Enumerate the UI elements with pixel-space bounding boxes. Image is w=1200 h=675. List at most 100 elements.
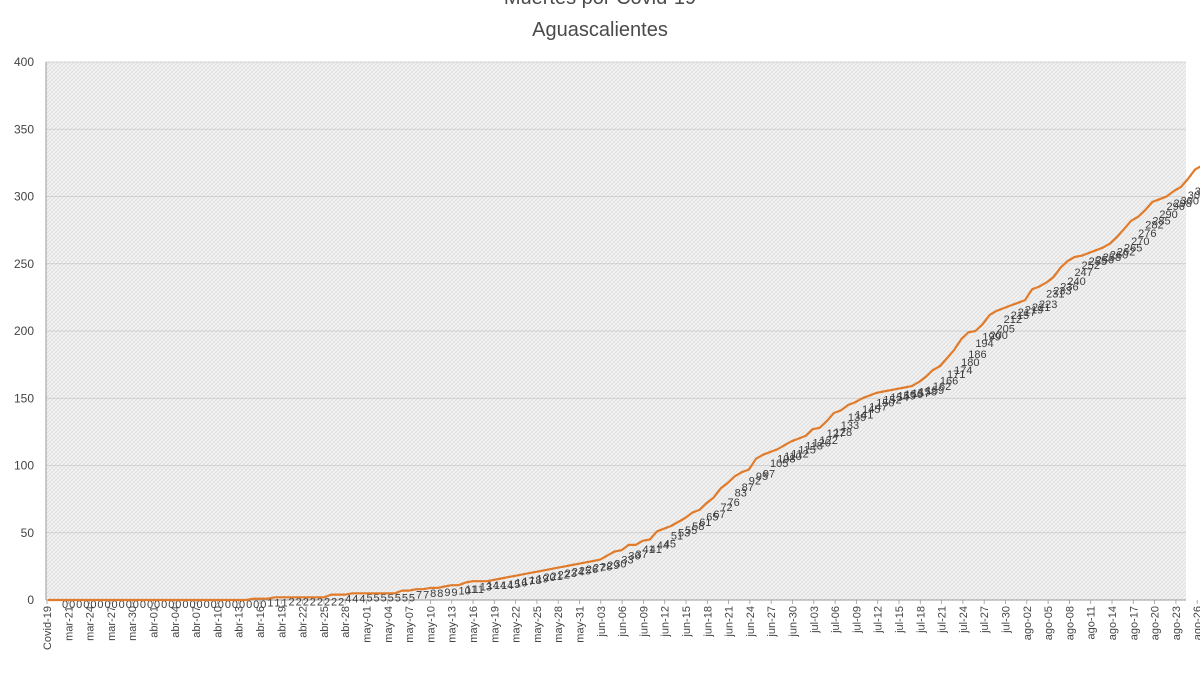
x-tick-label: jul-12 [873, 606, 885, 634]
x-tick-label: ago-02 [1022, 606, 1034, 640]
data-label: 0 [112, 599, 118, 611]
x-tick-label: ago-20 [1150, 606, 1162, 640]
data-label: 212 [1004, 314, 1022, 326]
data-label: 0 [189, 599, 195, 611]
data-label: 24 [572, 567, 584, 579]
data-label: 258 [1103, 252, 1121, 264]
data-label: 282 [1145, 220, 1163, 232]
data-label: 21 [551, 571, 563, 583]
data-label: 158 [919, 386, 937, 398]
data-label: 0 [90, 599, 96, 611]
data-label: 118 [805, 440, 823, 452]
y-tick-label: 400 [14, 55, 34, 69]
data-label: 276 [1138, 228, 1156, 240]
data-label: 5 [388, 592, 394, 604]
x-tick-label: abr-10 [212, 606, 224, 638]
data-label: 92 [749, 475, 761, 487]
data-label: 0 [232, 599, 238, 611]
x-tick-label: ago-11 [1086, 606, 1098, 639]
data-label: 0 [119, 599, 125, 611]
data-label: 5 [374, 592, 380, 604]
data-label: 33 [621, 555, 633, 567]
data-label: 0 [161, 599, 167, 611]
data-label: 72 [720, 502, 732, 514]
x-tick-label: jul-03 [809, 606, 821, 634]
data-label: 0 [62, 599, 68, 611]
data-label: 255 [1089, 256, 1107, 268]
data-label: 171 [947, 369, 965, 381]
data-label: 0 [126, 599, 132, 611]
data-label: 0 [253, 599, 259, 611]
x-tick-label: abr-16 [255, 606, 267, 638]
data-label: 0 [218, 599, 224, 611]
data-label: 154 [890, 392, 908, 404]
data-label: 23 [565, 568, 577, 580]
data-label: 0 [239, 599, 245, 611]
y-tick-label: 300 [14, 190, 34, 204]
data-label: 270 [1131, 236, 1149, 248]
y-tick-label: 250 [14, 257, 34, 271]
data-label: 0 [225, 599, 231, 611]
x-tick-label: jul-30 [1001, 606, 1013, 634]
x-tick-label: may-25 [532, 606, 544, 643]
x-tick-label: jun-18 [702, 606, 714, 638]
x-tick-label: may-28 [553, 606, 565, 643]
data-label: 0 [168, 599, 174, 611]
x-tick-label: may-10 [425, 606, 437, 643]
data-label: 15 [508, 579, 520, 591]
data-label: 44 [657, 540, 669, 552]
data-label: 11 [473, 584, 484, 596]
x-tick-label: jul-09 [851, 606, 863, 634]
data-label: 87 [742, 482, 754, 494]
data-label: 0 [69, 599, 75, 611]
data-label: 145 [862, 404, 880, 416]
data-label: 2 [331, 596, 337, 608]
data-label: 27 [593, 563, 605, 575]
chart-subtitle: Aguascalientes [532, 19, 668, 41]
data-label: 174 [954, 365, 972, 377]
data-label: 61 [699, 517, 711, 529]
data-label: 150 [876, 397, 894, 409]
data-label: 0 [97, 599, 103, 611]
data-label: 120 [812, 438, 830, 450]
data-label: 221 [1032, 302, 1050, 314]
data-label: 4 [352, 594, 358, 606]
data-label: 7 [416, 590, 422, 602]
data-label: 133 [841, 420, 859, 432]
data-label: 162 [933, 381, 951, 393]
data-label: 41 [650, 544, 662, 556]
data-label: 290 [1159, 209, 1177, 221]
data-label: 156 [905, 389, 923, 401]
data-label: 4 [359, 594, 365, 606]
data-label: 128 [834, 427, 852, 439]
data-label: 11 [466, 584, 477, 596]
data-label: 20 [543, 572, 555, 584]
data-label: 2 [296, 596, 302, 608]
x-tick-label: mar-30 [127, 606, 139, 641]
data-label: 9 [444, 587, 450, 599]
data-label: 0 [260, 599, 266, 611]
data-label: 199 [982, 331, 1000, 343]
data-label: 108 [777, 454, 795, 466]
data-label: 298 [1174, 198, 1192, 210]
data-label: 28 [600, 561, 612, 573]
data-label: 0 [133, 599, 139, 611]
x-tick-label: abr-28 [340, 606, 352, 638]
data-label: 0 [154, 599, 160, 611]
data-label: 58 [692, 521, 704, 533]
data-label: 304 [1188, 190, 1200, 202]
data-label: 194 [975, 338, 993, 350]
data-label: 2 [289, 596, 295, 608]
x-tick-label: ago-05 [1043, 606, 1055, 640]
data-label: 122 [820, 435, 838, 447]
data-label: 223 [1039, 299, 1057, 311]
data-label: 215 [1011, 310, 1029, 322]
data-label: 16 [515, 577, 527, 589]
data-label: 30 [614, 559, 626, 571]
data-label: 14 [487, 580, 499, 592]
data-label: 110 [784, 451, 802, 463]
data-label: 1 [274, 598, 280, 610]
data-label: 296 [1166, 201, 1184, 213]
data-label: 155 [897, 391, 915, 403]
